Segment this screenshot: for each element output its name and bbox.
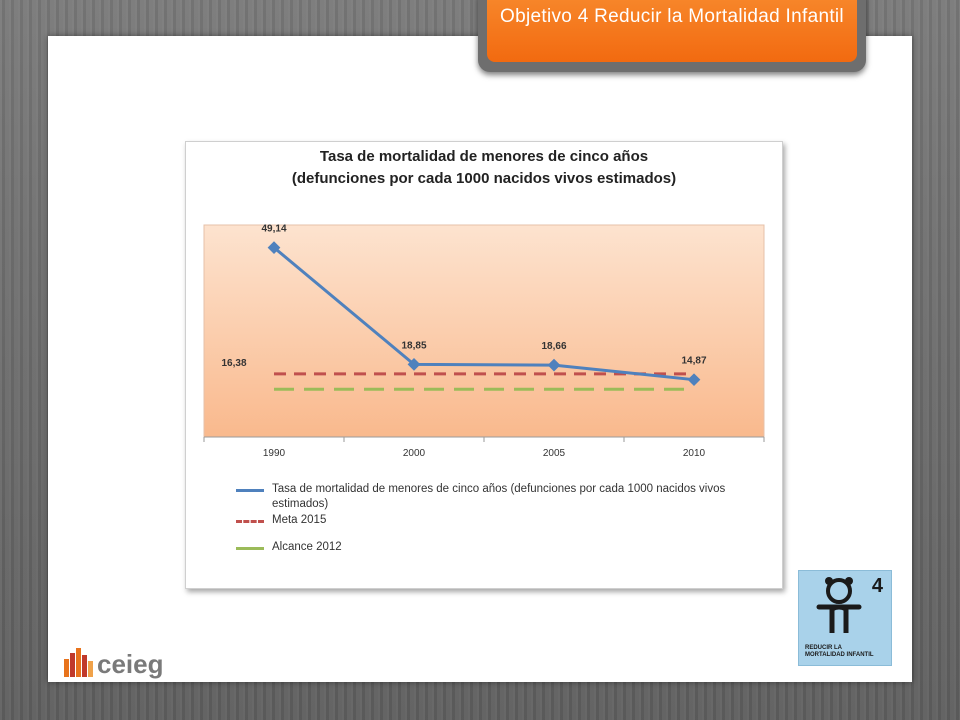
mdg-number: 4 — [871, 575, 883, 597]
data-label: 14,87 — [681, 356, 706, 367]
x-tick-label: 2000 — [403, 448, 426, 459]
data-label: 18,85 — [401, 340, 426, 351]
legend-item-tasa: Tasa de mortalidad de menores de cinco a… — [236, 482, 766, 512]
mdg-caption: REDUCIR LA MORTALIDAD INFANTIL — [805, 645, 874, 659]
x-tick-label: 2005 — [543, 448, 566, 459]
legend-label-meta: Meta 2015 — [272, 514, 327, 526]
logo-text: ceieg — [97, 649, 164, 679]
mdg-caption-line1: REDUCIR LA — [805, 645, 842, 651]
legend-label-alcance: Alcance 2012 — [272, 541, 342, 553]
legend-swatch-tasa — [236, 489, 264, 492]
series-line-0 — [273, 246, 695, 382]
mdg-goal-4-icon: 4 REDUCIR LA MORTALIDAD INFANTIL — [798, 570, 892, 666]
x-tick-label: 2010 — [683, 448, 706, 459]
series-layer — [267, 241, 701, 391]
mdg-caption-line2: MORTALIDAD INFANTIL — [805, 652, 874, 658]
x-tick-label: 1990 — [263, 448, 286, 459]
banner-title: Objetivo 4 Reducir la Mortalidad Infanti… — [487, 0, 857, 62]
legend-item-alcance: Alcance 2012 — [236, 540, 766, 555]
chart-title-line1: Tasa de mortalidad de menores de cinco a… — [319, 148, 649, 165]
legend-swatch-alcance — [236, 547, 264, 550]
data-label: 18,66 — [541, 341, 566, 352]
objective-banner: Objetivo 4 Reducir la Mortalidad Infanti… — [478, 0, 866, 72]
meta-side-label: 16,38 — [221, 358, 246, 369]
legend-item-meta: Meta 2015 — [236, 513, 766, 528]
data-point — [407, 357, 421, 371]
ceieg-logo: ceieg — [64, 648, 164, 679]
chart-title-line2: (defunciones por cada 1000 nacidos vivos… — [291, 170, 677, 187]
chart-frame: Tasa de mortalidad de menores de cinco a… — [185, 141, 783, 589]
data-point — [267, 241, 281, 254]
child-figure-icon — [816, 577, 862, 633]
x-axis: 1990 2000 2005 2010 — [203, 436, 765, 459]
chart-legend: Tasa de mortalidad de menores de cinco a… — [236, 482, 766, 561]
data-label: 49,14 — [261, 224, 286, 235]
legend-swatch-meta — [236, 520, 264, 523]
data-labels: 49,14 18,85 18,66 14,87 16,38 — [221, 224, 706, 369]
plot-area — [203, 224, 765, 438]
chart-svg: 1990 2000 2005 2010 49,14 18,85 18,66 14,87 16,… — [203, 224, 765, 459]
legend-label-tasa: Tasa de mortalidad de menores de cinco a… — [272, 483, 726, 510]
